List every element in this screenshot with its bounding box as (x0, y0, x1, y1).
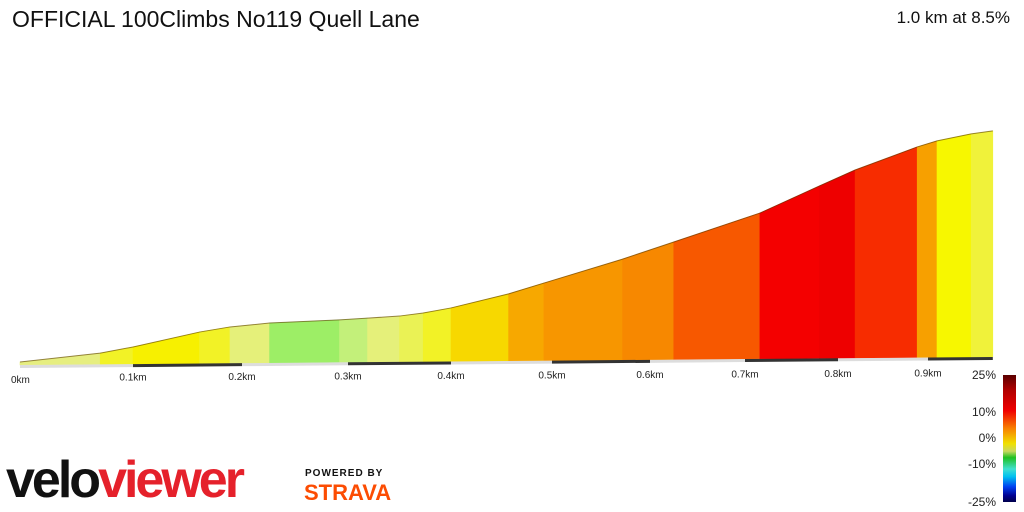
profile-outline (19, 130, 993, 363)
legend-label: 10% (971, 405, 996, 419)
gradient-segment (367, 315, 400, 363)
distance-bar-segment (551, 359, 651, 364)
distance-bar-segment (649, 359, 746, 363)
gradient-segment (854, 146, 918, 359)
gradient-segment (422, 307, 452, 362)
gradient-segment (199, 326, 231, 364)
x-tick-label: 0.4km (437, 371, 464, 382)
distance-bar-segment (241, 362, 349, 367)
climb-title: OFFICIAL 100Climbs No119 Quell Lane (12, 6, 420, 32)
distance-bar-segment (450, 360, 553, 365)
gradient-segment (229, 322, 270, 364)
x-tick-label: 0.9km (914, 369, 941, 380)
x-tick-label: 0.5km (538, 371, 565, 382)
gradient-segment (936, 133, 972, 358)
gradient-segment (269, 319, 340, 364)
elevation-profile-chart: 0km 0.1km 0.2km 0.3km 0.4km 0.5km 0.6km 0.7km 0.… (11, 130, 994, 386)
veloviewer-logo: veloviewer (6, 451, 245, 509)
strava-logo: STRAVA (304, 480, 392, 505)
powered-by-label: POWERED BY (305, 468, 384, 479)
legend-label: -25% (967, 495, 996, 509)
x-tick-label: 0.3km (334, 372, 361, 383)
gradient-segment (543, 258, 623, 361)
gradient-segment (819, 169, 856, 359)
x-tick-label: 0.1km (119, 373, 146, 384)
gradient-segment (916, 140, 938, 358)
gradient-segment (622, 241, 675, 361)
legend-label: 25% (971, 368, 996, 382)
distance-bar-segment (927, 357, 993, 361)
gradient-color-scale (1003, 375, 1016, 502)
distance-bar-segment (19, 364, 134, 368)
x-tick-label: 0.2km (228, 372, 255, 383)
gradient-segment (970, 130, 994, 358)
x-tick-label: 0.8km (824, 369, 851, 380)
gradient-segment (132, 331, 200, 365)
legend-label: -10% (967, 457, 996, 471)
climb-summary: 1.0 km at 8.5% (896, 8, 1010, 27)
gradient-segment (673, 212, 761, 360)
legend-label: 0% (978, 431, 996, 445)
x-tick-label: 0.7km (731, 370, 758, 381)
x-tick-label: 0km (11, 375, 30, 386)
distance-bar-segment (837, 357, 929, 362)
distance-bar-segment (132, 363, 243, 368)
x-tick-label: 0.6km (636, 370, 663, 381)
distance-bar-segment (347, 361, 452, 366)
gradient-segment (508, 282, 545, 362)
distance-bar-segment (744, 358, 839, 363)
gradient-segment (399, 312, 424, 363)
gradient-segment (450, 293, 509, 362)
gradient-segment (759, 185, 820, 360)
gradient-segment (339, 317, 368, 363)
